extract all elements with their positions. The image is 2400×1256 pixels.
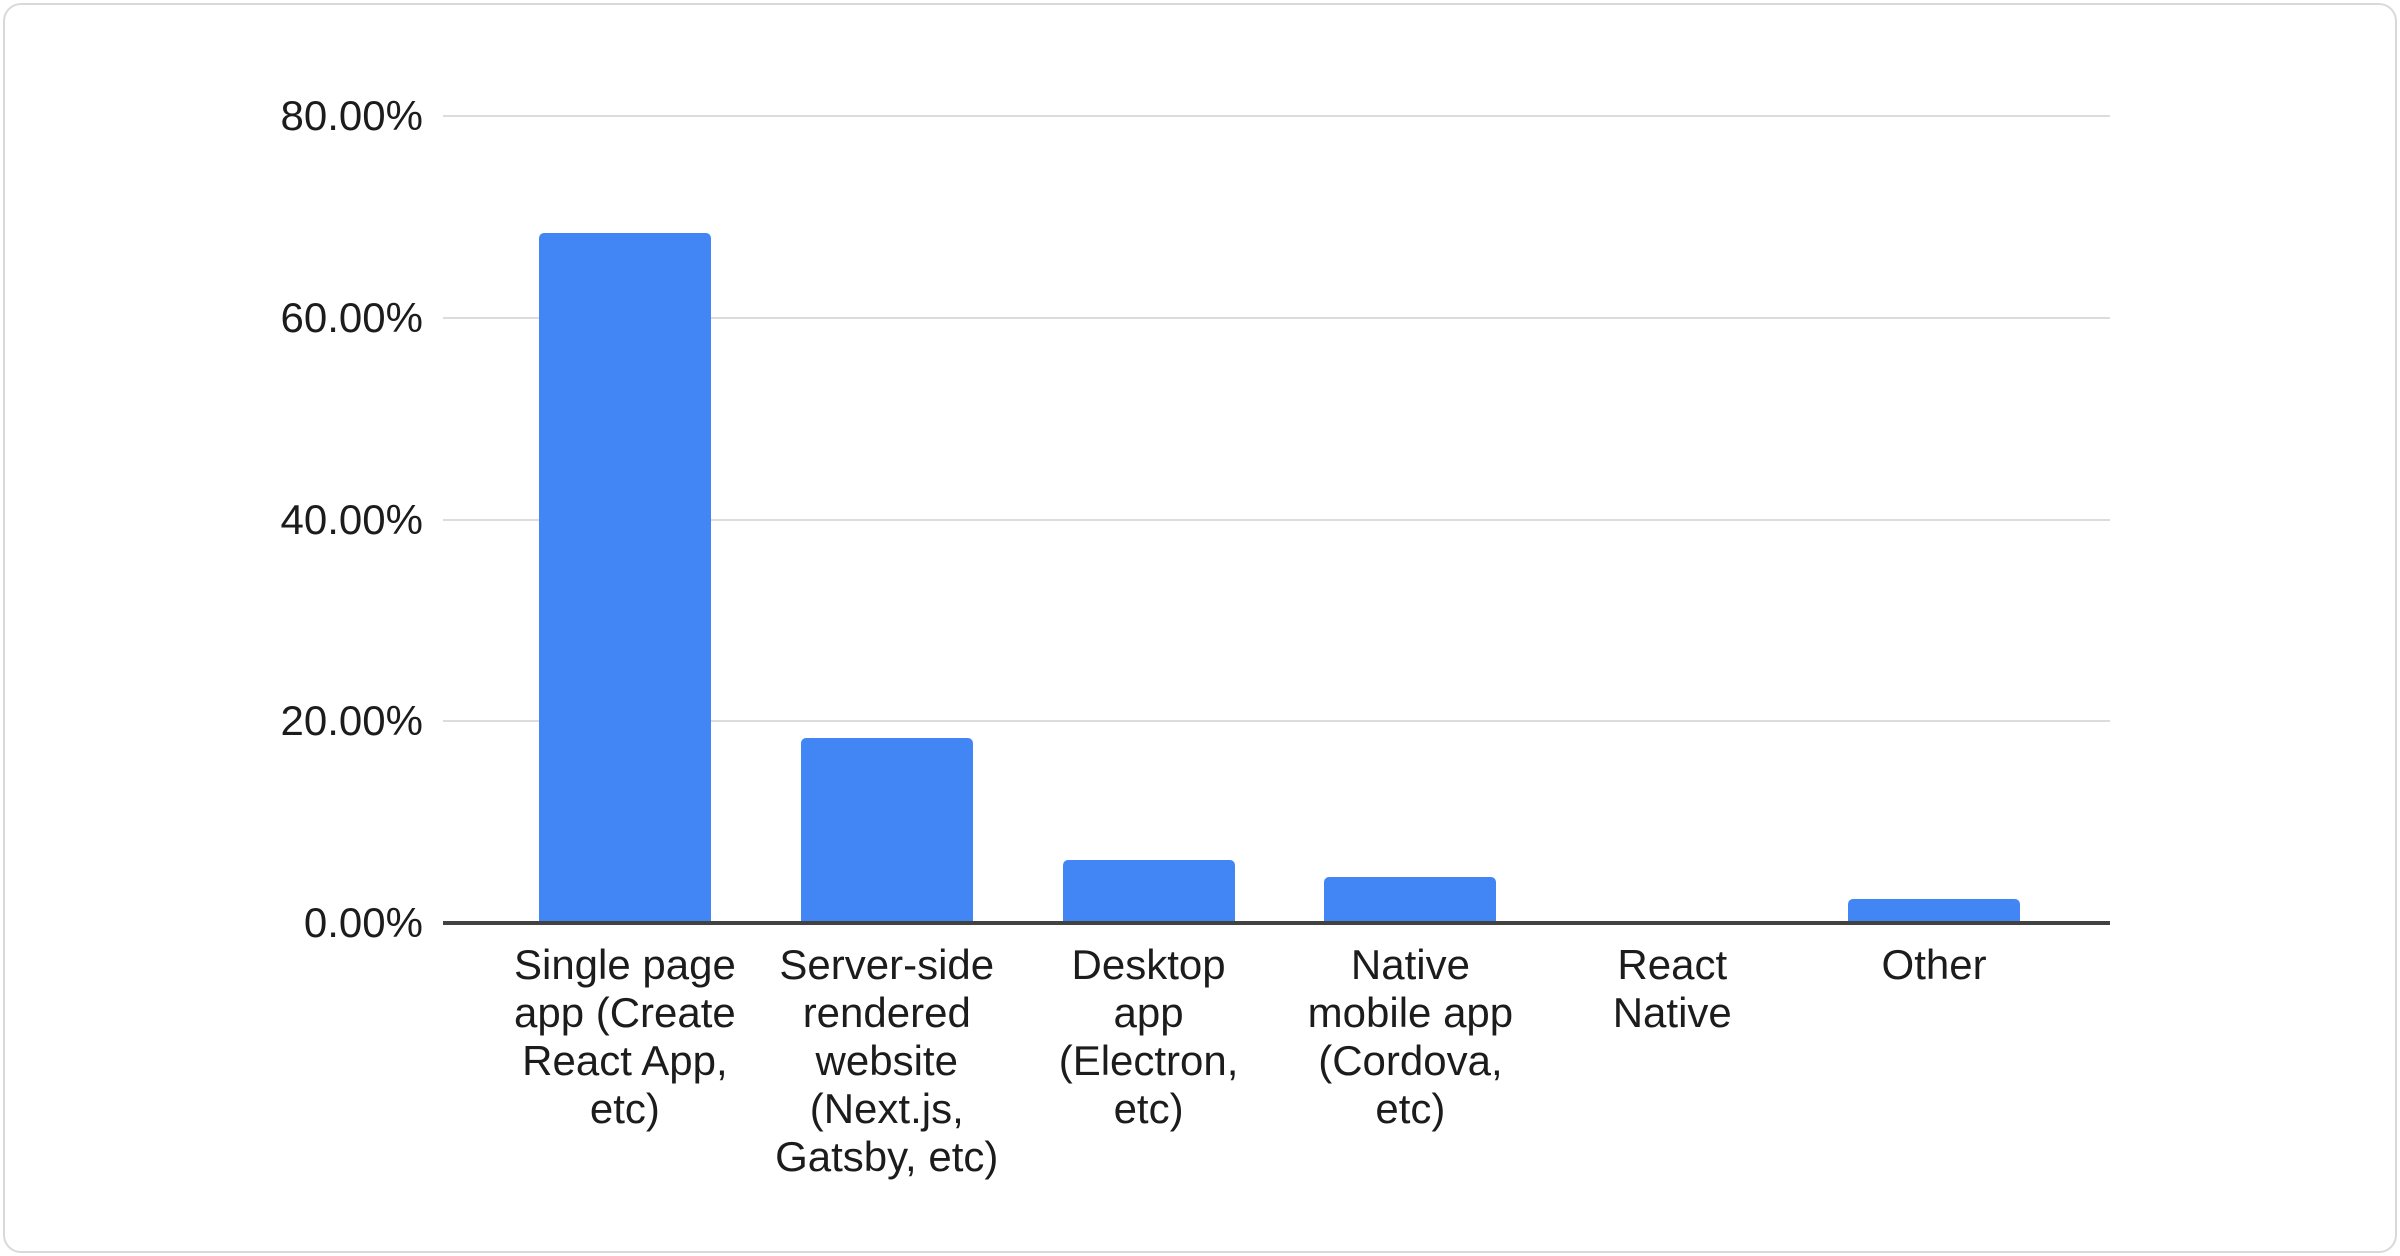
bar-2: [800, 738, 973, 923]
x-axis-label-line: Gatsby, etc): [775, 1133, 999, 1180]
bar-3: [1062, 860, 1235, 923]
x-axis-category-label: Desktop app (Electron, etc): [989, 941, 1309, 1133]
bar-6: [1848, 898, 2021, 923]
x-axis-label-line: app: [1113, 989, 1184, 1036]
x-axis-label-line: (Electron,: [1058, 1037, 1239, 1084]
bar-4: [1324, 876, 1497, 923]
x-axis-line: [443, 921, 2110, 925]
x-axis-label-line: React App,: [522, 1037, 728, 1084]
gridline: [443, 720, 2110, 723]
gridline: [443, 316, 2110, 319]
x-axis-label-line: React: [1617, 941, 1728, 988]
x-axis-label-line: Single page: [513, 941, 736, 988]
x-axis-label-line: (Cordova,: [1318, 1037, 1503, 1084]
x-axis-label-line: mobile app: [1307, 989, 1514, 1036]
x-axis-label-line: Native: [1612, 989, 1732, 1036]
gridline: [443, 518, 2110, 521]
x-axis-category-label: Single page app (Create React App, etc): [465, 941, 785, 1133]
x-axis-label-line: etc): [589, 1085, 660, 1132]
x-axis-label-line: Server-side: [779, 941, 995, 988]
chart-card: [3, 3, 2397, 1253]
bar-1: [538, 233, 711, 923]
x-axis-label-line: rendered: [802, 989, 971, 1036]
y-axis-tick-label: 40.00%: [280, 495, 423, 543]
x-axis-category-label: React Native: [1512, 941, 1832, 1037]
x-axis-label-line: Desktop: [1071, 941, 1226, 988]
x-axis-label-line: etc): [1375, 1085, 1446, 1132]
x-axis-category-label: Native mobile app (Cordova, etc): [1250, 941, 1570, 1133]
x-axis-category-label: Other: [1774, 941, 2094, 989]
y-axis-tick-label: 20.00%: [280, 697, 423, 745]
x-axis-label-line: website: [815, 1037, 958, 1084]
x-axis-label-line: etc): [1113, 1085, 1184, 1132]
x-axis-label-line: Native: [1350, 941, 1470, 988]
x-axis-label-line: (Next.js,: [809, 1085, 964, 1132]
y-axis-tick-label: 80.00%: [280, 92, 423, 139]
x-axis-label-line: Other: [1881, 941, 1987, 988]
y-axis-tick-label: 60.00%: [280, 293, 423, 341]
gridline: [443, 115, 2110, 117]
y-axis-tick-label: 0.00%: [303, 899, 423, 946]
x-axis-label-line: app (Create: [514, 989, 736, 1036]
x-axis-category-label: Server-side rendered website (Next.js, Gatsb…: [727, 941, 1047, 1181]
